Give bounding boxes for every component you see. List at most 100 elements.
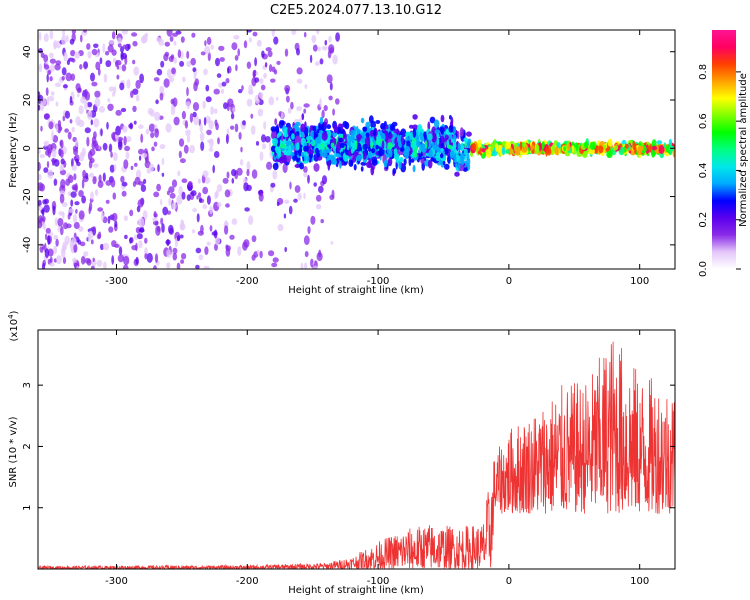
heatmap-cell [319, 98, 322, 108]
heatmap-cell [285, 122, 291, 128]
heatmap-cell [113, 164, 117, 172]
heatmap-cell [44, 114, 50, 119]
heatmap-cell [171, 202, 177, 210]
heatmap-cell [412, 164, 416, 173]
heatmap-cell [256, 249, 260, 255]
heatmap-cell [213, 151, 220, 158]
heatmap-cell [251, 169, 258, 179]
heatmap-cell [87, 51, 92, 59]
heatmap-cell [53, 159, 60, 167]
heatmap-cell [108, 143, 113, 153]
heatmap-cell [184, 120, 188, 129]
heatmap-cell [79, 64, 83, 70]
heatmap-cell [456, 155, 461, 163]
heatmap-cell [136, 205, 141, 213]
heatmap-cell [38, 31, 42, 41]
heatmap-cell [102, 43, 106, 53]
heatmap-cell [237, 48, 240, 57]
heatmap-cell [111, 49, 117, 56]
heatmap-cell [105, 50, 110, 56]
heatmap-cell [303, 166, 308, 173]
heatmap-cell [64, 128, 69, 133]
heatmap-cell [150, 132, 155, 139]
heatmap-cell [294, 150, 298, 157]
snr-xtick-label: -300 [105, 576, 128, 587]
heatmap-cell [49, 58, 57, 64]
heatmap-cell [312, 131, 318, 138]
heatmap-cell [209, 138, 214, 148]
heatmap-cell [162, 206, 169, 216]
heatmap-cell [110, 151, 113, 158]
heatmap-cell [258, 192, 264, 202]
heatmap-cell [153, 191, 160, 198]
heatmap-cell [372, 129, 377, 137]
heatmap-cell [181, 178, 188, 183]
heatmap-cell [575, 143, 579, 152]
heatmap-cell [261, 50, 265, 58]
heatmap-cell [156, 183, 162, 192]
heatmap-cell [296, 78, 303, 84]
heatmap-cell [93, 163, 99, 168]
heatmap-cell [163, 53, 169, 62]
heatmap-cell [92, 257, 95, 262]
heatmap-cell [524, 145, 527, 152]
heatmap-cell [44, 198, 49, 204]
heatmap-cell [360, 117, 365, 124]
snr-ylabel: SNR (10 * v/v) [8, 416, 19, 487]
heatmap-cell [82, 169, 86, 179]
heatmap-cell [131, 32, 138, 37]
heatmap-cell [93, 118, 100, 128]
heatmap-cell [310, 215, 316, 225]
heatmap-cell [186, 135, 191, 143]
heatmap-cell [224, 189, 231, 198]
heatmap-cell [403, 148, 410, 158]
heatmap-cell [276, 60, 281, 65]
heatmap-cell [53, 43, 57, 50]
heatmap-cell [291, 133, 295, 140]
heatmap-cell [40, 125, 43, 132]
heatmap-cell [325, 148, 332, 153]
heatmap-cell [61, 67, 67, 76]
heatmap-cell [71, 30, 76, 34]
heatmap-cell [290, 101, 294, 110]
heatmap-cell [61, 201, 68, 208]
heatmap-cell [589, 141, 596, 151]
heatmap-cell [453, 126, 456, 134]
heatmap-cell [49, 262, 55, 267]
heatmap-cell [214, 236, 221, 246]
heatmap-cell [227, 67, 230, 74]
heatmap-cell [303, 172, 308, 178]
heatmap-cell [97, 180, 104, 189]
heatmap-cell [197, 192, 202, 198]
heatmap-cell [95, 61, 101, 71]
heatmap-cell [227, 98, 234, 107]
heatmap-cell [271, 138, 279, 146]
heatmap-cell [102, 142, 108, 151]
heatmap-cell [319, 116, 324, 125]
heatmap-cell [309, 54, 313, 64]
heatmap-cell [88, 160, 93, 169]
heatmap-cell [447, 154, 451, 164]
heatmap-cell [59, 140, 63, 147]
colorbar-scale [712, 30, 736, 269]
heatmap-cell [193, 115, 200, 126]
heatmap-cell [294, 185, 301, 193]
heatmap-cell [240, 146, 243, 153]
heatmap-cell [154, 111, 161, 122]
heatmap-cell [287, 126, 291, 136]
heatmap-cell [335, 153, 340, 158]
heatmap-cell [38, 63, 43, 73]
heatmap-cell [277, 224, 284, 232]
heatmap-cell [505, 149, 510, 154]
heatmap-cell [103, 73, 108, 83]
heatmap-cell [55, 101, 59, 107]
colorbar-tick-label: 0.6 [698, 113, 709, 129]
heatmap-cell [160, 217, 164, 225]
heatmap-cell [296, 142, 300, 151]
heatmap-cell [323, 105, 328, 112]
heatmap-cell [178, 150, 182, 159]
snr-frame [37, 329, 676, 570]
heatmap-cell [43, 140, 50, 146]
heatmap-cell [224, 225, 229, 235]
heatmap-cell [277, 150, 282, 158]
